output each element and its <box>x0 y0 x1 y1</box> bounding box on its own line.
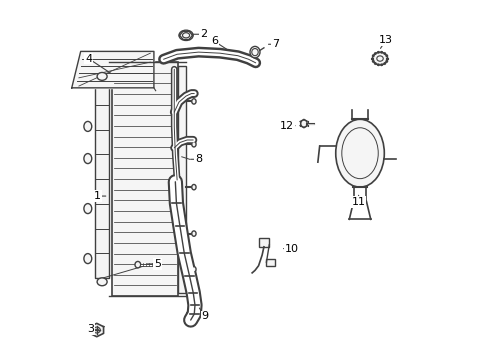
Bar <box>112 62 178 296</box>
Bar <box>95 80 109 278</box>
Text: 5: 5 <box>154 259 161 269</box>
Text: 6: 6 <box>211 36 218 46</box>
Text: 4: 4 <box>85 54 92 64</box>
Ellipse shape <box>84 253 92 264</box>
Ellipse shape <box>192 231 196 236</box>
Text: 1: 1 <box>94 191 101 201</box>
Text: 10: 10 <box>284 244 298 253</box>
Ellipse shape <box>192 99 196 104</box>
Bar <box>267 258 275 266</box>
Ellipse shape <box>192 141 196 147</box>
Ellipse shape <box>84 203 92 213</box>
Polygon shape <box>72 51 154 88</box>
Ellipse shape <box>179 30 193 40</box>
Ellipse shape <box>182 33 190 38</box>
Ellipse shape <box>84 154 92 163</box>
Ellipse shape <box>336 119 384 187</box>
Text: 12: 12 <box>280 121 294 131</box>
Ellipse shape <box>84 121 92 131</box>
Polygon shape <box>90 323 103 337</box>
Ellipse shape <box>97 72 107 80</box>
Text: 3: 3 <box>87 324 94 334</box>
Bar <box>259 238 270 247</box>
Ellipse shape <box>192 184 196 190</box>
Text: 8: 8 <box>195 154 202 164</box>
Ellipse shape <box>252 49 258 56</box>
Text: 2: 2 <box>200 29 207 39</box>
Ellipse shape <box>97 278 107 286</box>
Ellipse shape <box>135 261 141 268</box>
Text: 7: 7 <box>272 39 279 49</box>
Ellipse shape <box>372 52 388 65</box>
Text: 13: 13 <box>379 35 393 45</box>
Text: 9: 9 <box>201 311 209 321</box>
Ellipse shape <box>301 120 307 127</box>
Text: 11: 11 <box>352 197 366 207</box>
Bar <box>178 66 186 293</box>
Ellipse shape <box>250 46 260 58</box>
Ellipse shape <box>192 267 196 272</box>
